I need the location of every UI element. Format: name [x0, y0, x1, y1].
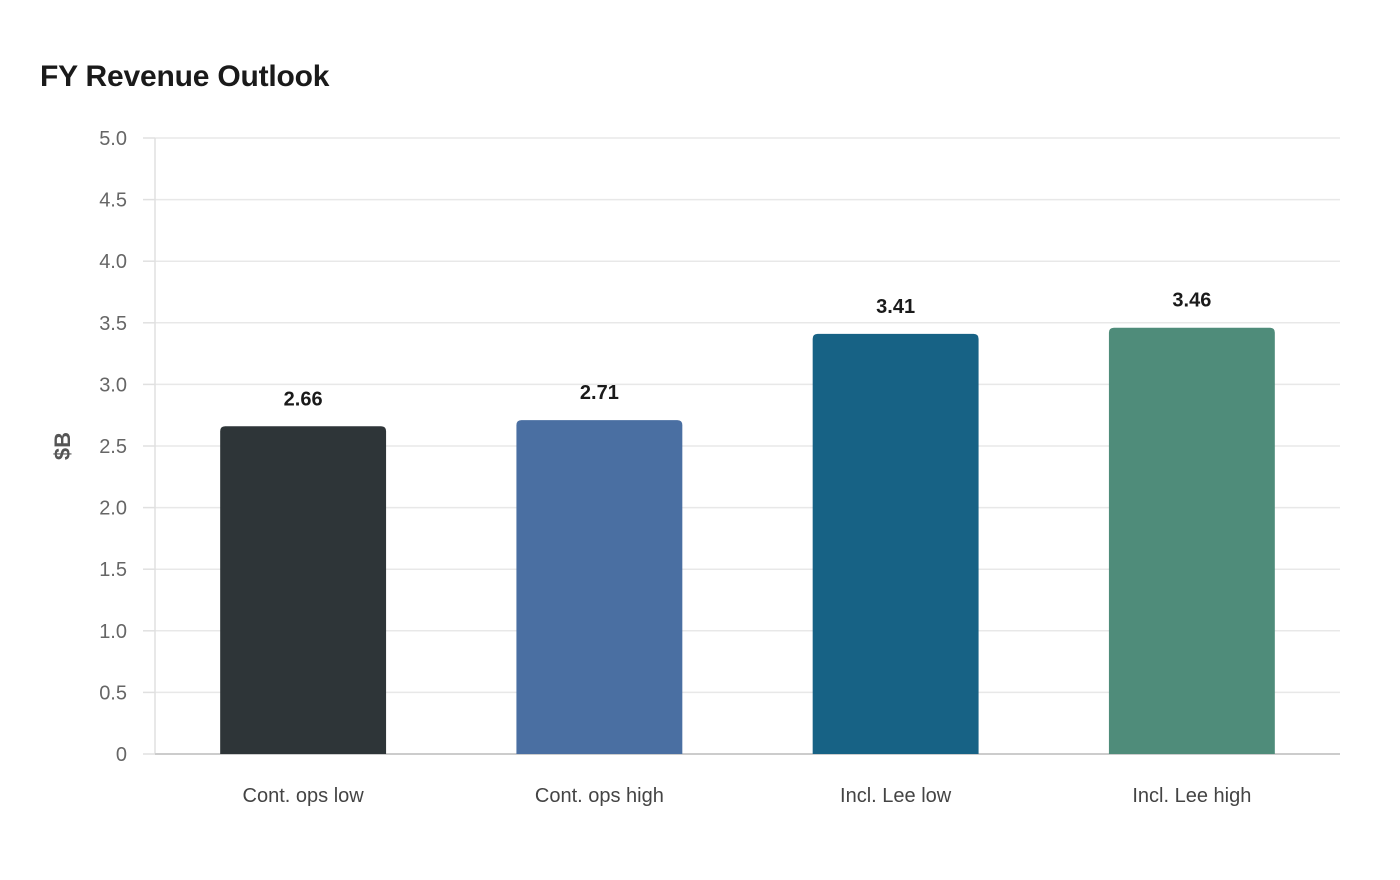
bar [220, 426, 387, 754]
x-category-label: Incl. Lee low [840, 785, 952, 807]
y-tick-label: 1.5 [99, 559, 127, 581]
x-category-label: Cont. ops low [243, 785, 365, 807]
chart-title: FY Revenue Outlook [40, 60, 330, 93]
x-category-label: Cont. ops high [535, 785, 664, 807]
y-tick-label: 3.5 [99, 313, 127, 335]
value-labels: 2.66 2.71 3.41 3.46 [284, 290, 1212, 411]
y-tick-label: 0 [116, 744, 127, 766]
bar [812, 333, 979, 754]
x-category-label: Incl. Lee high [1132, 785, 1251, 807]
y-tick-label: 4.5 [99, 190, 127, 212]
y-tick-label: 3.0 [99, 374, 127, 396]
y-tick-label: 1.0 [99, 621, 127, 643]
y-axis-title: $B [50, 432, 75, 460]
bar-value-label: 2.66 [284, 388, 323, 410]
y-tick-label: 5.0 [99, 128, 127, 150]
y-tick-label: 2.0 [99, 498, 127, 520]
y-tick-label: 0.5 [99, 682, 127, 704]
category-labels: Cont. ops low Cont. ops high Incl. Lee low… [243, 785, 1252, 807]
bars [220, 327, 1275, 754]
bar [1108, 327, 1275, 754]
bar-value-label: 3.41 [876, 296, 915, 318]
y-tick-label: 2.5 [99, 436, 127, 458]
y-tick-labels: 0 0.5 1.0 1.5 2.0 2.5 3.0 3.5 4.0 4.5 5.0 [99, 128, 127, 766]
y-tick-label: 4.0 [99, 251, 127, 273]
bar [516, 420, 683, 754]
bar-value-label: 2.71 [580, 382, 619, 404]
bar-value-label: 3.46 [1172, 290, 1211, 312]
